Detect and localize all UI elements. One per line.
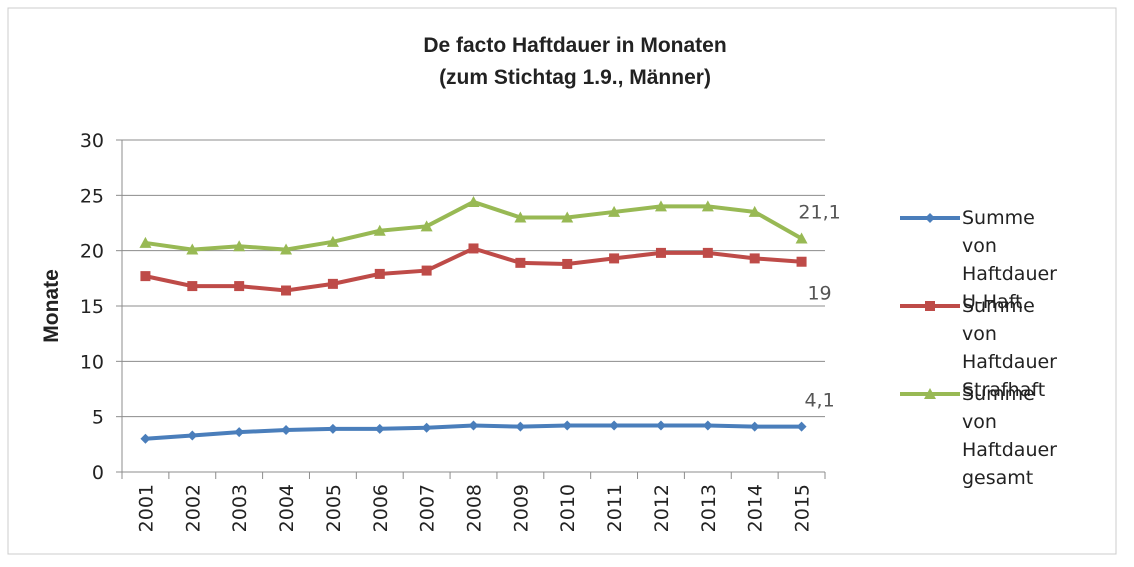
marker xyxy=(749,253,760,264)
marker xyxy=(420,220,433,232)
legend-entry: Summe von Haftdauer gesamt xyxy=(900,380,1060,492)
marker xyxy=(326,235,339,247)
legend-entry: Summe von Haftdauer U-Haft xyxy=(900,204,1060,316)
marker xyxy=(609,253,620,264)
legend-label: Summe von Haftdauer gesamt xyxy=(962,383,1057,489)
marker xyxy=(925,301,935,311)
marker xyxy=(702,420,713,431)
marker xyxy=(140,433,151,444)
chart-frame xyxy=(7,7,1117,555)
marker xyxy=(701,200,714,212)
y-tick-label: 15 xyxy=(80,296,104,318)
x-tick-label: 2005 xyxy=(323,484,345,532)
marker xyxy=(749,421,760,432)
x-tick-label: 2004 xyxy=(276,484,298,532)
x-tick-label: 2007 xyxy=(417,484,439,532)
x-tick-label: 2014 xyxy=(745,484,767,532)
marker xyxy=(373,224,386,236)
legend-label: Summe von Haftdauer Strafhaft xyxy=(962,295,1057,401)
marker xyxy=(562,258,573,269)
x-tick-label: 2013 xyxy=(698,484,720,532)
x-tick-label: 2011 xyxy=(604,484,626,532)
x-tick-label: 2006 xyxy=(370,484,392,532)
marker xyxy=(421,422,432,433)
y-tick-label: 0 xyxy=(92,462,104,484)
data-label: 4,1 xyxy=(804,390,834,412)
marker xyxy=(139,236,152,248)
marker xyxy=(515,421,526,432)
marker xyxy=(187,430,198,441)
y-axis-label: Monate xyxy=(40,269,63,343)
marker xyxy=(234,281,245,292)
marker xyxy=(748,205,761,217)
x-tick-label: 2002 xyxy=(182,484,204,532)
marker xyxy=(281,285,292,296)
marker xyxy=(327,423,338,434)
marker xyxy=(702,247,713,258)
marker xyxy=(374,423,385,434)
marker xyxy=(233,240,246,252)
marker xyxy=(925,213,935,223)
marker xyxy=(562,420,573,431)
marker xyxy=(140,271,151,282)
marker xyxy=(654,200,667,212)
marker xyxy=(561,211,574,223)
marker xyxy=(467,195,480,207)
marker xyxy=(515,257,526,268)
marker xyxy=(468,243,479,254)
marker xyxy=(608,205,621,217)
marker xyxy=(609,420,620,431)
marker xyxy=(281,424,292,435)
marker xyxy=(468,420,479,431)
marker xyxy=(796,421,807,432)
marker xyxy=(327,278,338,289)
marker xyxy=(924,388,936,399)
marker xyxy=(655,420,666,431)
marker xyxy=(186,243,199,255)
chart-title: De facto Haftdauer in Monaten xyxy=(423,34,726,57)
marker xyxy=(374,268,385,279)
y-tick-label: 30 xyxy=(80,130,104,152)
marker xyxy=(187,281,198,292)
x-tick-label: 2009 xyxy=(510,484,532,532)
legend-entry: Summe von Haftdauer Strafhaft xyxy=(900,292,1060,404)
data-label: 19 xyxy=(807,283,831,305)
data-label: 21,1 xyxy=(798,201,840,223)
x-tick-label: 2003 xyxy=(229,484,251,532)
legend-label: Summe von Haftdauer U-Haft xyxy=(962,207,1057,313)
marker xyxy=(796,256,807,267)
marker xyxy=(280,243,293,255)
marker xyxy=(655,247,666,258)
x-tick-label: 2012 xyxy=(651,484,673,532)
x-tick-label: 2015 xyxy=(792,484,814,532)
marker xyxy=(514,211,527,223)
x-tick-label: 2001 xyxy=(135,484,157,532)
y-tick-label: 10 xyxy=(80,351,104,373)
marker xyxy=(421,265,432,276)
marker xyxy=(795,232,808,244)
y-tick-label: 25 xyxy=(80,185,104,207)
y-tick-label: 5 xyxy=(92,407,104,429)
x-tick-label: 2010 xyxy=(557,484,579,532)
marker xyxy=(234,427,245,438)
x-tick-label: 2008 xyxy=(464,484,486,532)
y-tick-label: 20 xyxy=(80,241,104,263)
chart-subtitle: (zum Stichtag 1.9., Männer) xyxy=(439,66,711,89)
